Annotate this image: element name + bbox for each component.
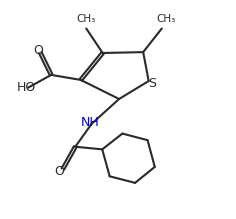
Text: CH₃: CH₃ [156, 14, 176, 24]
Text: O: O [33, 44, 43, 57]
Text: NH: NH [81, 116, 100, 129]
Text: O: O [55, 165, 64, 178]
Text: S: S [148, 77, 156, 90]
Text: CH₃: CH₃ [77, 14, 96, 24]
Text: HO: HO [16, 81, 36, 94]
